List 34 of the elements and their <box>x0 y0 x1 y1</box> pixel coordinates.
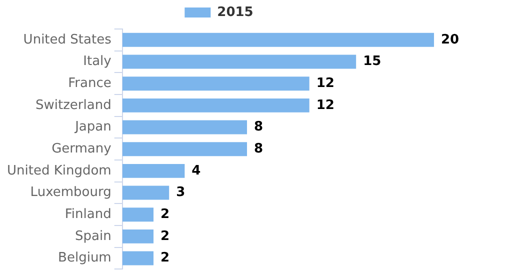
y-tick-label: United Kingdom <box>7 163 112 178</box>
y-tick-label: Germany <box>52 141 112 156</box>
data-label: 12 <box>316 76 334 91</box>
bar <box>122 120 248 134</box>
data-label: 15 <box>363 54 382 70</box>
y-tick-label: Spain <box>75 228 112 244</box>
bar <box>122 229 154 244</box>
y-tick-label: Japan <box>74 120 112 135</box>
y-tick-label: France <box>68 76 112 91</box>
data-label: 2 <box>160 206 170 222</box>
bar <box>122 142 248 156</box>
bar <box>122 98 310 112</box>
bar <box>122 208 154 222</box>
data-label: 3 <box>176 185 186 200</box>
legend-label: 2015 <box>217 4 254 20</box>
data-label: 8 <box>254 120 264 135</box>
bar <box>122 76 310 91</box>
y-tick-label: United States <box>23 32 112 48</box>
bar <box>122 164 185 178</box>
data-label: 12 <box>316 98 334 113</box>
y-tick-label: Belgium <box>58 250 112 266</box>
data-label: 2 <box>160 250 170 266</box>
data-label: 2 <box>160 228 170 244</box>
data-label: 4 <box>192 163 201 178</box>
y-tick-label: Finland <box>64 206 112 222</box>
y-tick-label: Italy <box>83 54 112 70</box>
y-tick-label: Luxembourg <box>30 185 112 200</box>
y-tick-label: Switzerland <box>36 98 112 113</box>
bar <box>122 186 170 200</box>
bar <box>122 32 434 47</box>
data-label: 8 <box>254 141 264 156</box>
data-label: 20 <box>441 32 460 48</box>
bar <box>122 54 356 69</box>
bar <box>122 251 154 266</box>
